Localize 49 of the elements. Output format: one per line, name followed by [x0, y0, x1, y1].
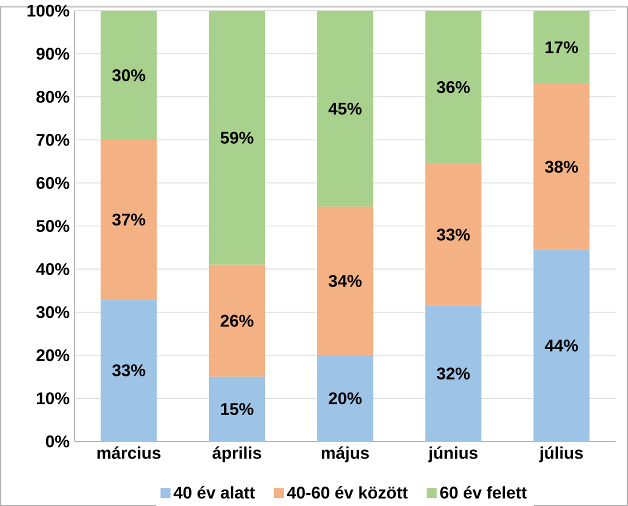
data-label: 15%	[221, 403, 254, 415]
data-label: 38%	[544, 160, 578, 173]
legend-label: 60 év felett	[440, 486, 527, 499]
bar	[100, 299, 157, 442]
y-tick-label: 30%	[36, 306, 70, 318]
bar	[208, 10, 266, 265]
data-label: 30%	[112, 69, 146, 82]
bar	[425, 306, 482, 442]
legend-label: 40-60 év között	[287, 486, 408, 499]
bar	[425, 10, 482, 164]
y-tick-label: 0%	[46, 435, 70, 448]
bar	[208, 264, 266, 377]
data-label: 45%	[328, 102, 362, 115]
bar	[100, 140, 157, 300]
y-tick-label: 60%	[36, 176, 70, 189]
y-tick-label: 40%	[36, 263, 70, 275]
x-tick-label: július	[539, 446, 583, 462]
bar	[208, 376, 266, 442]
data-label: 36%	[436, 81, 470, 94]
x-tick-label: április	[212, 446, 262, 462]
bar	[317, 206, 374, 356]
y-tick-label: 80%	[36, 90, 70, 103]
bar	[533, 10, 590, 84]
bar	[533, 250, 590, 442]
x-tick-label: május	[322, 446, 369, 462]
x-tick-label: június	[428, 446, 478, 462]
y-tick-label: 10%	[36, 392, 70, 404]
data-label: 33%	[436, 228, 470, 241]
data-label: 26%	[220, 314, 254, 327]
data-label: 59%	[220, 132, 254, 144]
y-tick-label: 100%	[28, 4, 70, 17]
data-label: 20%	[328, 392, 362, 404]
data-label: 44%	[544, 340, 578, 352]
data-label: 32%	[436, 367, 470, 380]
bar	[425, 163, 482, 306]
data-label: 17%	[546, 41, 578, 54]
x-tick-label: március	[97, 446, 160, 459]
y-tick-label: 90%	[36, 48, 70, 60]
y-tick-label: 20%	[36, 349, 70, 362]
bar	[317, 355, 374, 442]
bar	[533, 84, 590, 250]
y-tick-label: 70%	[36, 134, 70, 146]
bar	[100, 10, 157, 140]
y-tick-label: 50%	[36, 220, 70, 232]
bar	[317, 10, 374, 207]
data-label: 34%	[328, 274, 362, 287]
legend-label: 40 év alatt	[174, 486, 255, 499]
data-label: 37%	[112, 213, 146, 226]
data-label: 33%	[112, 364, 146, 376]
